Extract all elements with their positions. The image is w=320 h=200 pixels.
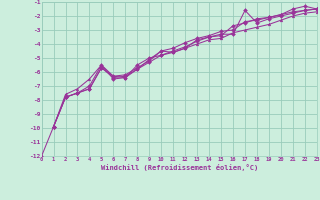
X-axis label: Windchill (Refroidissement éolien,°C): Windchill (Refroidissement éolien,°C) [100,164,258,171]
